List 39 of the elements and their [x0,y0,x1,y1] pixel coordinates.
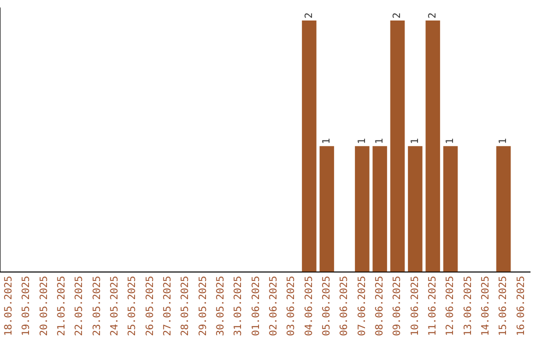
x-tick-label: 01.06.2025 [250,276,262,336]
x-tick-label: 07.06.2025 [356,276,368,336]
data-label: 2 [427,12,438,19]
x-tick-label: 08.06.2025 [374,276,386,336]
x-tick-label: 02.06.2025 [268,276,280,336]
data-label: 1 [356,138,368,144]
x-tick-label: 20.05.2025 [38,276,50,336]
data-label: 2 [304,12,315,19]
data-label: 2 [392,12,404,19]
data-label: 1 [445,138,456,144]
x-tick-label: 04.06.2025 [304,276,315,336]
x-tick-label: 18.05.2025 [3,276,14,336]
x-tick-label: 23.05.2025 [92,276,103,336]
x-tick-label: 11.06.2025 [427,276,438,336]
x-tick-label: 22.05.2025 [74,276,86,336]
x-tick-label: 31.05.2025 [233,276,244,336]
x-tick-label: 30.05.2025 [215,276,226,336]
x-tick-label: 16.06.2025 [516,276,527,336]
x-tick-label: 29.05.2025 [198,276,209,336]
x-tick-label: 25.05.2025 [127,276,138,336]
x-tick-label: 14.06.2025 [480,276,492,336]
x-tick-label: 19.05.2025 [21,276,32,336]
data-label: 1 [374,138,386,144]
x-tick-label: 03.06.2025 [286,276,298,336]
x-tick-label: 06.06.2025 [339,276,350,336]
x-tick-label: 21.05.2025 [56,276,68,336]
x-tick-label: 15.06.2025 [498,276,510,336]
x-tick-label: 26.05.2025 [144,276,156,336]
x-tick-label: 12.06.2025 [445,276,456,336]
x-tick-label: 13.06.2025 [462,276,474,336]
x-tick-label: 09.06.2025 [392,276,404,336]
x-tick-label: 10.06.2025 [410,276,421,336]
data-label: 1 [321,138,332,144]
x-tick-label: 05.06.2025 [321,276,332,336]
x-tick-label: 24.05.2025 [109,276,120,336]
data-label: 1 [410,138,421,144]
x-tick-label: 27.05.2025 [162,276,174,336]
data-label: 1 [498,138,510,144]
x-tick-label: 28.05.2025 [180,276,192,336]
